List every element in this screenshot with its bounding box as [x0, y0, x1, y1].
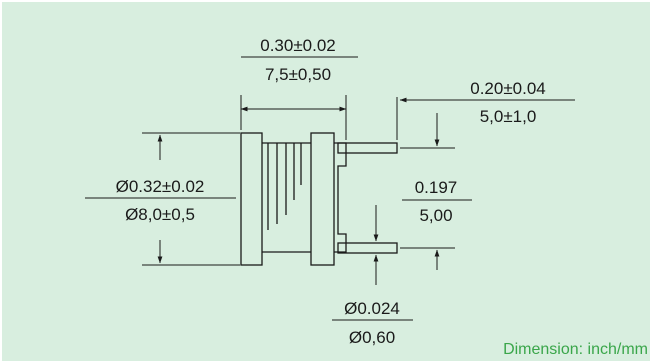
left-flange [240, 132, 263, 266]
body-diameter-dimension-lines [85, 132, 240, 266]
right-flange [310, 132, 335, 266]
lead-spacing-inch-label: 0.197 [415, 178, 458, 197]
body-diameter-inch-label: Ø0.32±0.02 [116, 177, 205, 196]
body-diameter-mm-label: Ø8,0±0,5 [125, 205, 195, 224]
lead-diameter-mm-label: Ø0,60 [349, 328, 395, 347]
lead-length-inch-label: 0.20±0.04 [470, 79, 546, 98]
lead-length-mm-label: 5,0±1,0 [480, 107, 537, 126]
lead-length-dimension-lines [396, 97, 575, 140]
length-dimension-lines [240, 56, 358, 140]
lead-diameter-inch-label: Ø0.024 [344, 299, 400, 318]
lead-diameter-dimension-lines [332, 205, 413, 321]
lead-spacing-dimension-lines [400, 113, 472, 270]
lead-spacing-mm-label: 5,00 [419, 206, 452, 225]
component-outline [240, 132, 398, 266]
length-inch-label: 0.30±0.02 [260, 36, 336, 55]
upper-lead [337, 142, 398, 154]
length-mm-label: 7,5±0,50 [265, 65, 331, 84]
terminal-base [334, 142, 347, 253]
units-note: Dimension: inch/mm [503, 341, 648, 358]
lower-lead [337, 242, 398, 254]
